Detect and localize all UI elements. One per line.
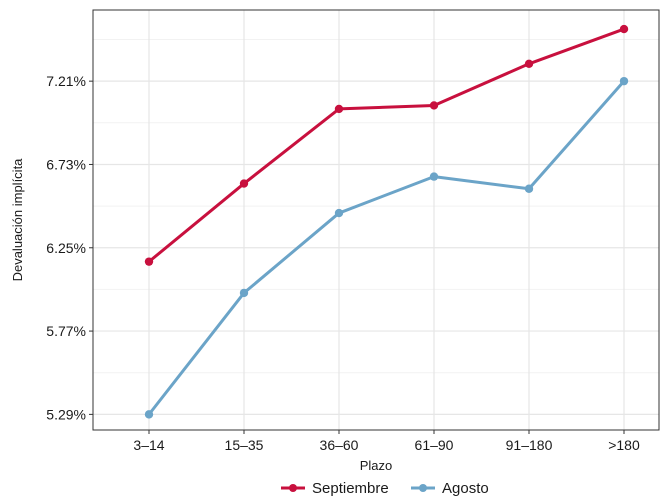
legend: Septiembre Agosto xyxy=(281,480,489,497)
x-tick-label-4: 91–180 xyxy=(506,437,553,453)
data-point-agosto-2 xyxy=(334,208,344,218)
y-tick-label-1: 5.77% xyxy=(46,323,86,339)
data-point-agosto-5 xyxy=(619,76,629,86)
x-tick-label-0: 3–14 xyxy=(133,437,164,453)
data-point-septiembre-2 xyxy=(334,104,344,114)
data-point-agosto-0 xyxy=(144,410,154,419)
minor-gridlines xyxy=(93,39,659,374)
major-gridlines xyxy=(93,10,659,430)
x-tick-label-3: 61–90 xyxy=(415,437,454,453)
y-axis-title: Devaluación implícita xyxy=(10,158,25,282)
data-point-septiembre-5 xyxy=(619,24,629,34)
data-point-septiembre-1 xyxy=(239,179,249,188)
data-point-agosto-3 xyxy=(429,172,439,181)
data-point-agosto-4 xyxy=(524,184,534,193)
data-point-septiembre-0 xyxy=(144,257,154,266)
legend-item-septiembre: Septiembre xyxy=(281,480,389,497)
legend-item-agosto: Agosto xyxy=(411,480,489,497)
y-tick-label-4: 7.21% xyxy=(46,73,86,89)
legend-label-agosto: Agosto xyxy=(442,480,489,497)
x-axis-title: Plazo xyxy=(360,458,393,473)
series-line-agosto xyxy=(147,80,626,416)
data-point-septiembre-3 xyxy=(429,101,439,110)
series-layer xyxy=(144,24,629,419)
plot-border xyxy=(92,9,660,431)
x-tick-label-2: 36–60 xyxy=(320,437,359,453)
series-line-septiembre xyxy=(148,27,625,263)
y-tick-label-2: 6.25% xyxy=(46,240,86,256)
data-point-agosto-1 xyxy=(239,288,249,298)
y-tick-label-3: 6.73% xyxy=(46,156,86,172)
y-tick-label-0: 5.29% xyxy=(46,406,86,422)
x-axis-ticks: 3–14 15–35 36–60 61–90 91–180 >180 xyxy=(133,430,640,453)
x-tick-label-1: 15–35 xyxy=(225,437,264,453)
plot-panel xyxy=(92,9,660,431)
y-axis-ticks: 5.29% 5.77% 6.25% 6.73% 7.21% xyxy=(46,73,93,422)
data-point-septiembre-4 xyxy=(524,59,534,69)
legend-label-septiembre: Septiembre xyxy=(312,480,389,497)
x-tick-label-5: >180 xyxy=(608,437,640,453)
